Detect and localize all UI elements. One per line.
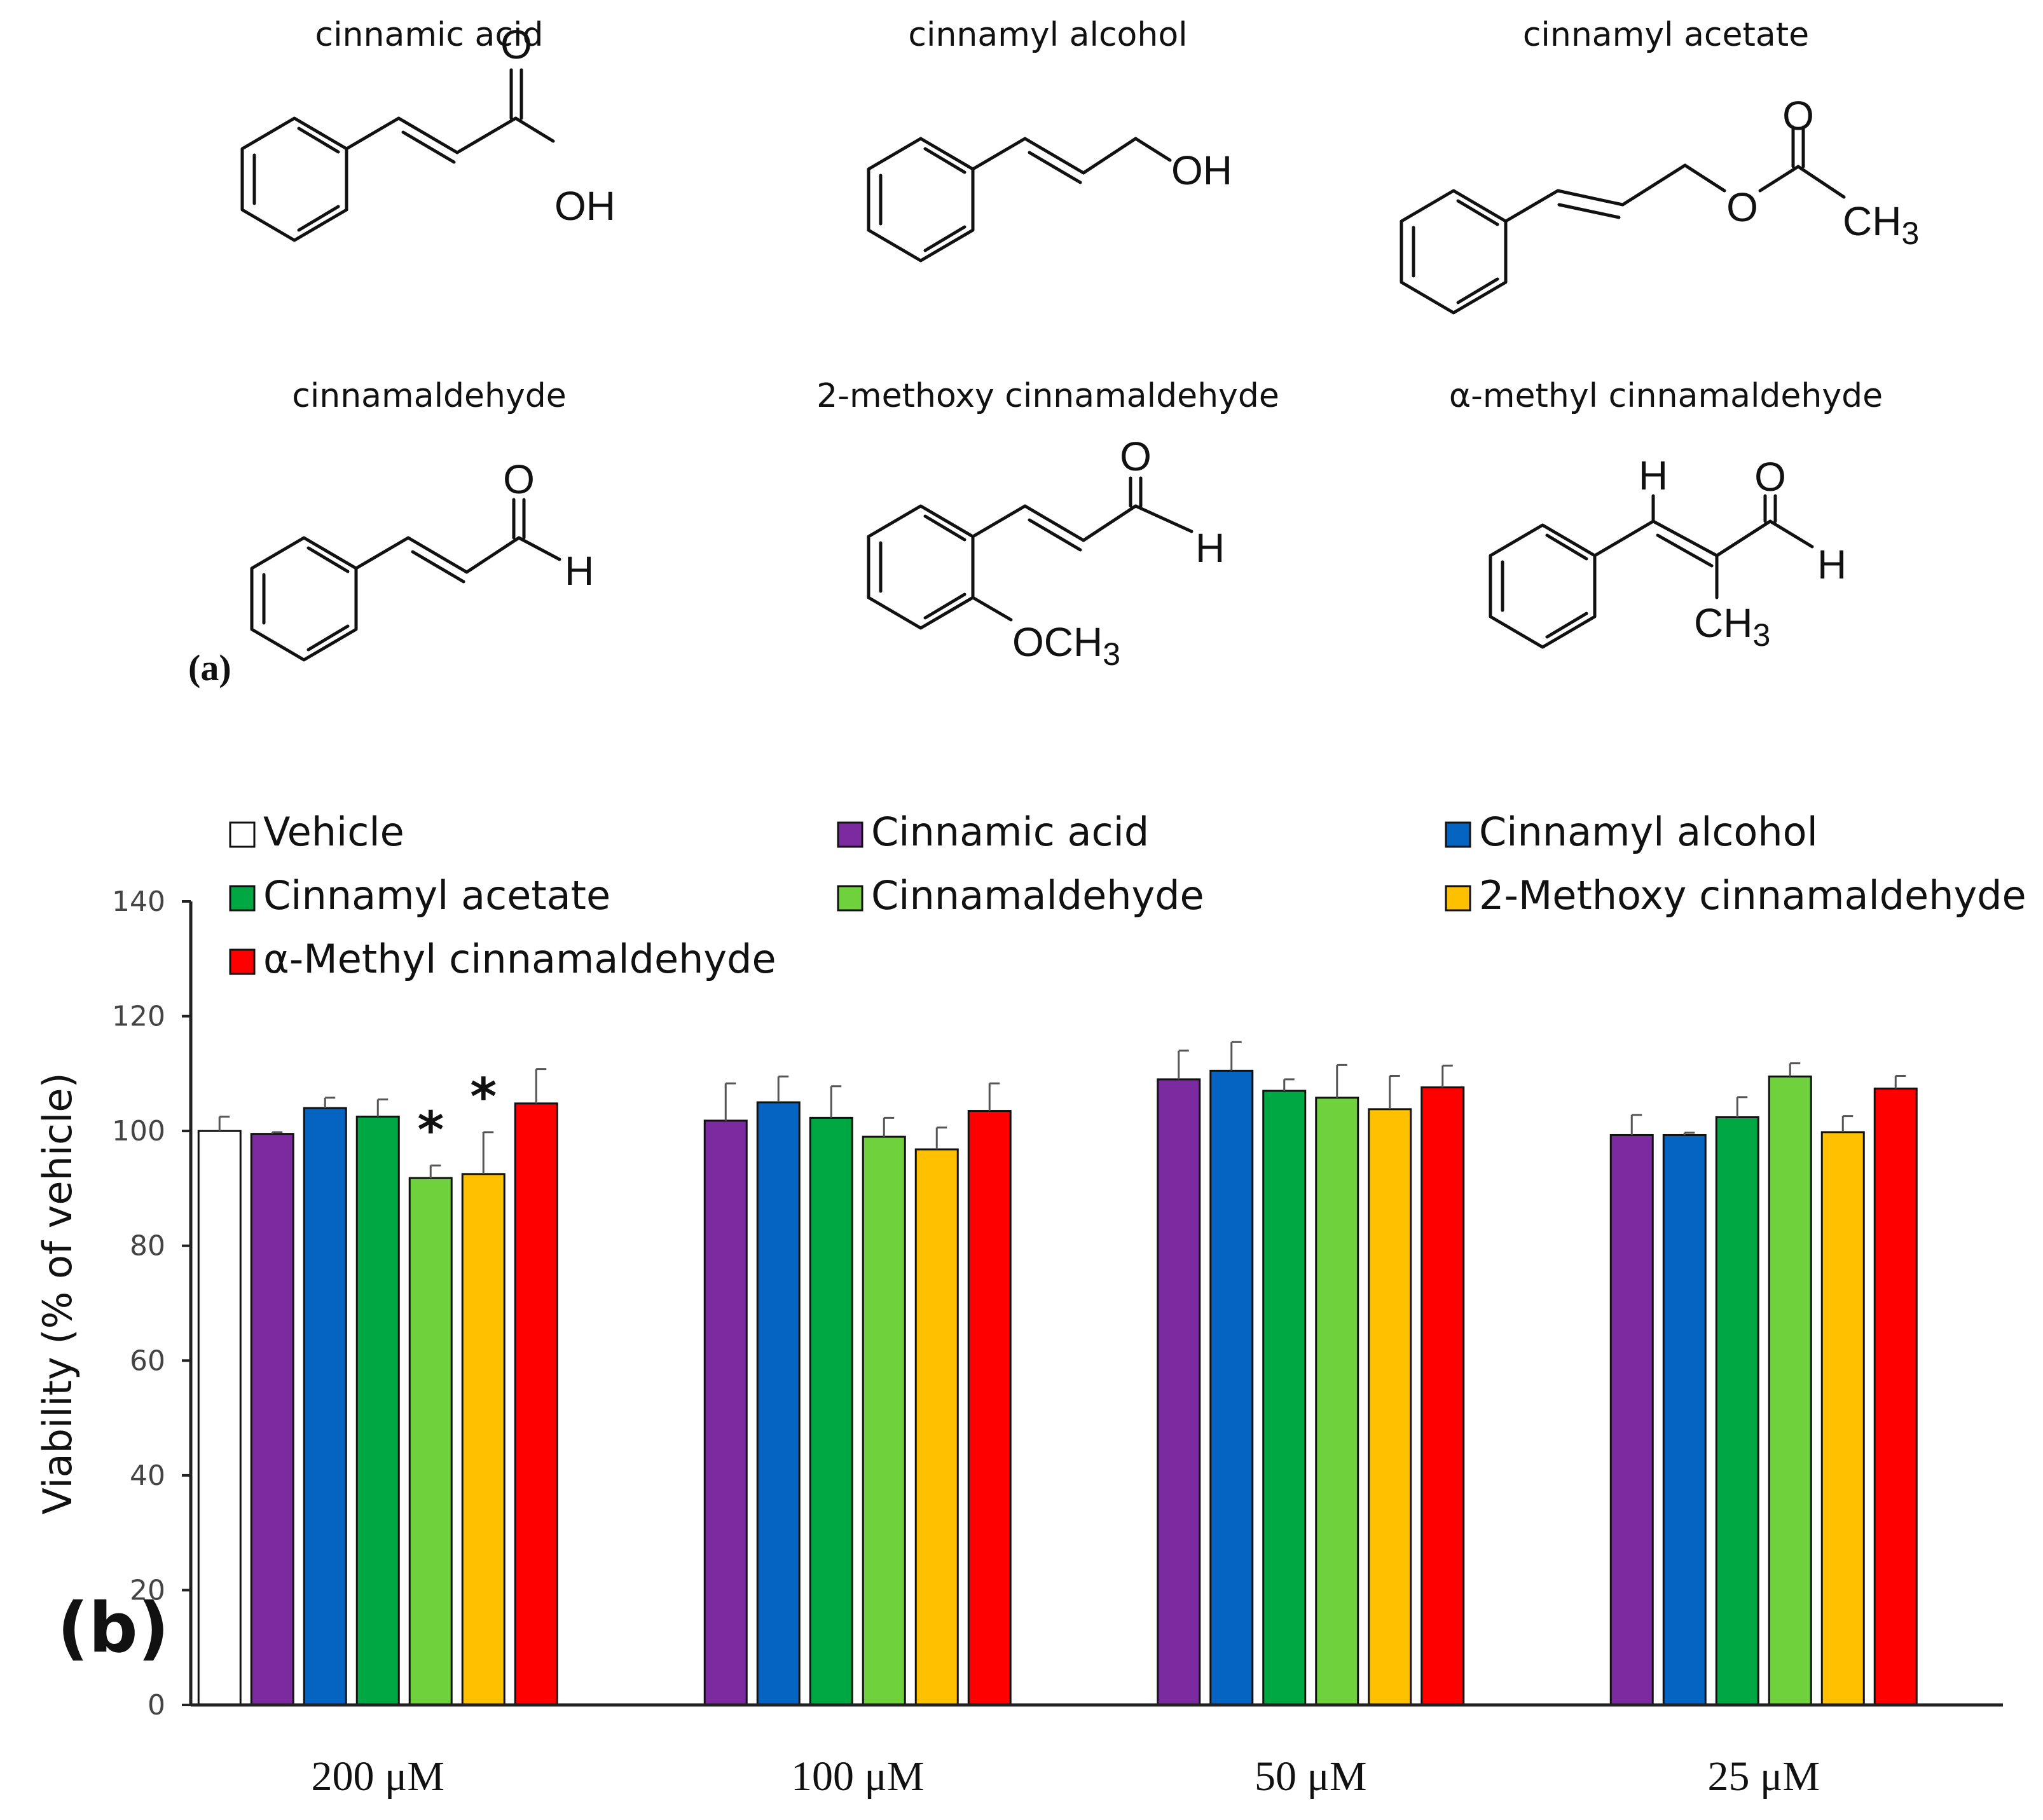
atom-label: H bbox=[1817, 542, 1847, 587]
bar bbox=[1873, 1087, 1918, 1706]
bar bbox=[703, 1119, 748, 1706]
legend-label: Cinnamyl acetate bbox=[263, 872, 610, 919]
y-tick-label: 60 bbox=[130, 1344, 165, 1377]
bar bbox=[408, 1177, 453, 1706]
bar bbox=[355, 1116, 400, 1706]
bar bbox=[1157, 1078, 1201, 1706]
y-axis-label: Viability (% of vehicle) bbox=[34, 1072, 81, 1514]
bar bbox=[1315, 1097, 1359, 1706]
atom-label: CH3 bbox=[1694, 600, 1770, 653]
y-tick-label: 100 bbox=[112, 1115, 165, 1147]
x-tick-label: 100 μM bbox=[791, 1753, 925, 1800]
bar bbox=[967, 1110, 1012, 1706]
bar bbox=[1768, 1075, 1812, 1706]
atom-label: H bbox=[1639, 453, 1668, 498]
significance-marker: * bbox=[417, 1100, 444, 1160]
atom-label: OCH3 bbox=[1012, 619, 1120, 672]
legend-swatch bbox=[1445, 885, 1471, 912]
atom-label: CH3 bbox=[1843, 198, 1919, 251]
compound-alpha-methyl-cinnamaldehyde: α-methyl cinnamaldehyde H O H CH3 bbox=[1449, 377, 1883, 653]
y-tick-label: 20 bbox=[130, 1574, 165, 1606]
bar bbox=[809, 1116, 853, 1706]
legend-label: Cinnamaldehyde bbox=[871, 872, 1204, 919]
compound-2-methoxy-cinnamaldehyde: 2-methoxy cinnamaldehyde O H OCH3 bbox=[816, 377, 1279, 672]
legend-label: Cinnamic acid bbox=[871, 809, 1149, 855]
error-bars bbox=[218, 1041, 1906, 1179]
atom-label: O bbox=[1754, 454, 1786, 500]
legend-label: Vehicle bbox=[263, 809, 404, 855]
bar bbox=[756, 1101, 801, 1706]
bar bbox=[1715, 1116, 1759, 1706]
bar bbox=[1209, 1069, 1254, 1706]
bar bbox=[197, 1130, 242, 1706]
structure-drawing bbox=[240, 68, 555, 242]
legend-swatch bbox=[229, 948, 256, 975]
bar bbox=[1820, 1131, 1865, 1706]
significance-marker: * bbox=[470, 1067, 497, 1126]
atom-label: O bbox=[503, 456, 535, 502]
y-tick-label: 80 bbox=[130, 1230, 165, 1262]
compound-title: cinnamaldehyde bbox=[292, 377, 567, 415]
bars bbox=[197, 1069, 1918, 1706]
atom-label: O bbox=[1120, 434, 1152, 479]
compound-title: cinnamic acid bbox=[315, 16, 544, 54]
legend-label: 2-Methoxy cinnamaldehyde bbox=[1479, 872, 2026, 919]
y-tick-label: 0 bbox=[148, 1689, 165, 1721]
legend-swatch bbox=[229, 885, 256, 912]
legend-label: Cinnamyl alcohol bbox=[1479, 809, 1818, 855]
panel-a: cinnamic acid O OH cinnamyl alcohol bbox=[188, 16, 1919, 688]
atom-label: O bbox=[1782, 93, 1814, 139]
compound-title: cinnamyl acetate bbox=[1523, 16, 1809, 54]
atom-label: O bbox=[500, 22, 532, 67]
legend-swatch bbox=[837, 885, 863, 912]
annotations: ** bbox=[417, 1067, 497, 1160]
bar bbox=[1368, 1108, 1412, 1706]
bar bbox=[1262, 1090, 1307, 1706]
structure-drawing bbox=[867, 476, 1193, 630]
bar bbox=[862, 1135, 906, 1706]
bar bbox=[1662, 1133, 1707, 1706]
atom-label: OH bbox=[554, 183, 616, 229]
legend-swatch bbox=[837, 821, 863, 848]
compound-title: α-methyl cinnamaldehyde bbox=[1449, 377, 1883, 415]
legend-swatch bbox=[1445, 821, 1471, 848]
x-axis-labels: 200 μM 100 μM 50 μM 25 μM bbox=[311, 1753, 1820, 1800]
panel-b: Vehicle Cinnamic acid Cinnamyl alcohol Cinn… bbox=[34, 809, 2026, 1800]
compound-cinnamyl-alcohol: cinnamyl alcohol OH bbox=[867, 16, 1232, 263]
compound-title: cinnamyl alcohol bbox=[908, 16, 1187, 54]
compound-cinnamyl-acetate: cinnamyl acetate O O CH3 bbox=[1400, 16, 1919, 315]
compound-title: 2-methoxy cinnamaldehyde bbox=[816, 377, 1279, 415]
atom-label: H bbox=[1195, 525, 1225, 571]
y-tick-label: 40 bbox=[130, 1460, 165, 1492]
atom-label: O bbox=[1726, 184, 1758, 230]
structure-drawing bbox=[1400, 125, 1846, 315]
atom-label: OH bbox=[1171, 147, 1232, 193]
structure-drawing bbox=[250, 498, 561, 662]
bar bbox=[461, 1173, 506, 1706]
structure-drawing bbox=[867, 137, 1172, 263]
bar bbox=[303, 1107, 347, 1706]
x-tick-label: 25 μM bbox=[1707, 1753, 1820, 1800]
bar bbox=[1420, 1086, 1465, 1706]
x-tick-label: 200 μM bbox=[311, 1753, 444, 1800]
structure-drawing bbox=[1489, 494, 1814, 649]
y-axis: 0 20 40 60 80 100 120 140 bbox=[112, 886, 193, 1721]
legend-swatch bbox=[229, 821, 256, 848]
x-tick-label: 50 μM bbox=[1255, 1753, 1367, 1800]
bar bbox=[250, 1133, 294, 1706]
bar bbox=[1609, 1133, 1654, 1706]
y-tick-label: 140 bbox=[112, 886, 165, 918]
bar bbox=[514, 1102, 558, 1706]
compound-cinnamaldehyde: cinnamaldehyde O H (a) bbox=[188, 377, 594, 688]
panel-b-label: (b) bbox=[57, 1589, 169, 1668]
atom-label: H bbox=[565, 548, 594, 594]
compound-cinnamic-acid: cinnamic acid O OH bbox=[240, 16, 616, 242]
bar bbox=[914, 1148, 959, 1706]
legend-label: α-Methyl cinnamaldehyde bbox=[263, 936, 776, 982]
legend: Vehicle Cinnamic acid Cinnamyl alcohol Cinn… bbox=[229, 809, 2026, 982]
y-tick-label: 120 bbox=[112, 1001, 165, 1033]
panel-a-label: (a) bbox=[188, 647, 231, 688]
